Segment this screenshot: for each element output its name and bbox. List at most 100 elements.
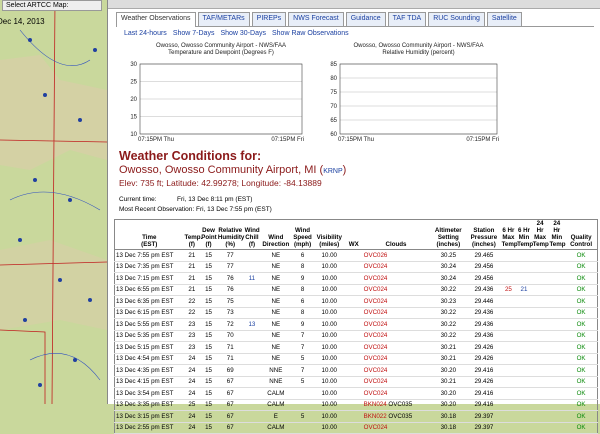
table-cell: OK xyxy=(565,353,598,365)
table-cell: 10.00 xyxy=(313,318,345,331)
table-cell: 30.20 xyxy=(429,364,468,377)
table-row: 13 Dec 3:15 pm EST 24 15 67 E 5 10.00 BKN022 OV… xyxy=(114,410,598,423)
link[interactable]: Show 7-Days xyxy=(172,30,215,37)
table-cell: 23 xyxy=(183,318,201,331)
table-cell: BKN024 OVC035 xyxy=(362,399,430,411)
table-cell: 15 xyxy=(200,410,217,423)
table-cell xyxy=(531,261,549,273)
table-cell xyxy=(344,422,363,434)
table-cell xyxy=(516,307,532,319)
x-tick-label: 07:15PM Thu xyxy=(138,137,174,143)
station-id[interactable]: KRNP xyxy=(323,168,343,175)
table-cell: 29.436 xyxy=(467,284,501,296)
tab[interactable]: TAF TDA xyxy=(387,12,427,26)
tab[interactable]: NWS Forecast xyxy=(288,12,344,26)
table-cell: 5 xyxy=(291,353,314,365)
column-header: WX xyxy=(344,219,363,250)
y-tick-label: 80 xyxy=(330,76,337,82)
table-cell: 29.397 xyxy=(467,410,501,423)
link[interactable]: Show 30-Days xyxy=(220,30,266,37)
column-header: Visibility (miles) xyxy=(313,219,345,250)
table-cell xyxy=(500,387,517,400)
table-cell xyxy=(531,249,549,262)
header-text: Dew xyxy=(202,227,215,234)
table-cell: 10.00 xyxy=(313,376,345,388)
table-cell xyxy=(516,272,532,285)
table-cell: 13 Dec 3:35 pm EST xyxy=(114,399,184,411)
table-cell: 29.456 xyxy=(467,272,501,285)
header-text: Wind xyxy=(295,227,311,234)
table-cell: OK xyxy=(565,272,598,285)
table-cell xyxy=(500,249,517,262)
cloud-layer: OVC024 xyxy=(363,366,388,374)
table-cell xyxy=(531,341,549,354)
table-cell: OVC024 xyxy=(362,364,430,377)
table-cell xyxy=(548,261,566,273)
column-header: 6 Hr Max Temp xyxy=(500,219,518,250)
table-cell: 67 xyxy=(216,410,244,423)
header-text: Time xyxy=(142,234,157,241)
column-header: 6 Hr Min Temp xyxy=(516,219,533,250)
table-cell: 70 xyxy=(216,330,244,342)
table-cell: 10.00 xyxy=(313,341,345,354)
header-text: Temp xyxy=(532,241,549,248)
table-cell xyxy=(516,422,532,434)
table-cell xyxy=(516,353,532,365)
table-cell xyxy=(500,422,517,434)
y-tick-label: 20 xyxy=(130,97,137,103)
table-cell: OVC024 xyxy=(362,284,430,296)
link[interactable]: Last 24-hours xyxy=(124,30,167,37)
weather-panel: Weather Observations TAF/METARs PIREPs NWS … xyxy=(107,0,600,434)
tab[interactable]: RUC Sounding xyxy=(428,12,485,26)
artcc-select[interactable]: Select ARTCC Map: xyxy=(2,0,102,11)
header-text: Temp. xyxy=(184,234,203,241)
tab[interactable]: Weather Observations xyxy=(116,12,196,27)
tab[interactable]: PIREPs xyxy=(251,12,287,26)
tab[interactable]: Satellite xyxy=(486,12,522,26)
chart-subtitle: Temperature and Dewpoint (Degrees F) xyxy=(168,50,274,56)
tab[interactable]: Guidance xyxy=(345,12,386,26)
observations-table: Time (EST) Temp. (f) Dew Point (f) Relative Humi… xyxy=(114,219,598,434)
table-cell: NE xyxy=(260,307,292,319)
header-text: (inches) xyxy=(436,241,461,248)
table-cell: 8 xyxy=(291,307,314,319)
cloud-layer: OVC035 xyxy=(388,401,413,409)
table-cell: 30.21 xyxy=(429,341,468,354)
header-text: (%) xyxy=(225,241,236,248)
column-header: Clouds xyxy=(362,219,430,250)
table-cell: 77 xyxy=(216,261,244,273)
table-cell xyxy=(243,261,261,273)
header-text: Temp xyxy=(501,241,518,248)
table-cell: 29.426 xyxy=(467,341,501,354)
cloud-layer: OVC024 xyxy=(363,320,388,328)
table-cell: 6 xyxy=(291,295,314,308)
table-cell: 7 xyxy=(291,364,314,377)
table-cell: 29.436 xyxy=(467,307,501,319)
tab[interactable]: TAF/METARs xyxy=(197,12,250,26)
table-cell xyxy=(500,410,517,423)
table-cell: 13 Dec 4:35 pm EST xyxy=(114,364,184,377)
table-cell xyxy=(243,353,261,365)
station-name: Owosso, Owosso Community Airport, MI (KR… xyxy=(119,164,347,176)
table-cell xyxy=(531,295,549,308)
table-cell: 10.00 xyxy=(313,353,345,365)
table-cell xyxy=(548,330,566,342)
table-cell: 15 xyxy=(200,353,217,365)
header-text: Speed xyxy=(293,234,312,241)
table-cell xyxy=(243,422,261,434)
table-cell: OK xyxy=(565,341,598,354)
link[interactable]: Show Raw Observations xyxy=(271,30,349,37)
table-cell xyxy=(548,295,566,308)
table-cell xyxy=(531,272,549,285)
table-cell: NE xyxy=(260,318,292,331)
cloud-layer: OVC024 xyxy=(363,389,388,397)
table-cell xyxy=(243,410,261,423)
table-cell xyxy=(548,307,566,319)
table-cell: 67 xyxy=(216,376,244,388)
header-text: Wind xyxy=(244,227,260,234)
table-cell: NE xyxy=(260,249,292,262)
cloud-layer: OVC024 xyxy=(363,297,388,305)
table-cell xyxy=(516,249,532,262)
location: Elev: 735 ft; Latitude: 42.99278; Longit… xyxy=(119,178,322,188)
table-cell: OVC024 xyxy=(362,353,430,365)
